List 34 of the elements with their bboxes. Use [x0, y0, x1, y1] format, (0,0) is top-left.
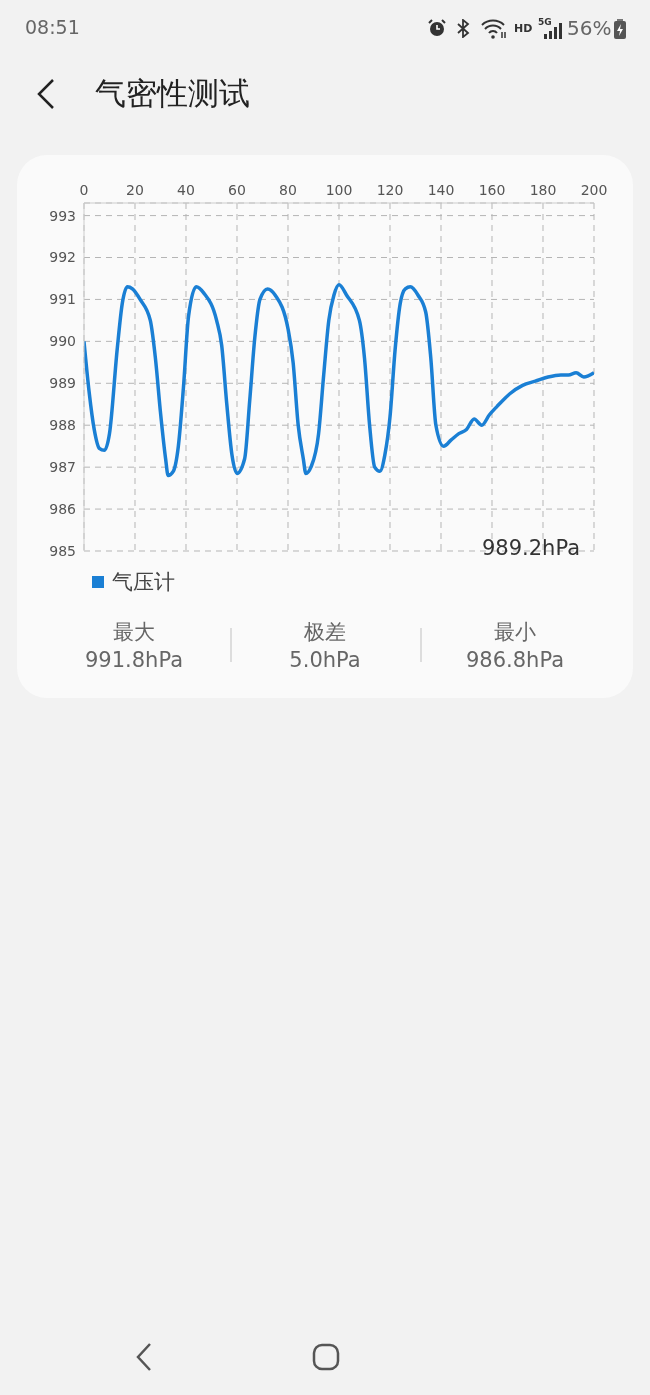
legend-label: 气压计: [112, 569, 175, 596]
line-series: [84, 283, 594, 478]
y-tick-label: 988: [49, 417, 76, 434]
x-tick-label: 160: [478, 182, 506, 198]
x-tick-label: 20: [126, 182, 144, 198]
annotation: 989.2hPa: [482, 536, 581, 560]
text: 5.0hPa: [289, 648, 361, 672]
x-tick-label: 180: [529, 182, 557, 198]
x-tick-label: 120: [376, 182, 404, 198]
y-tick-label: 990: [49, 333, 76, 350]
text: 986.8hPa: [465, 648, 565, 672]
text: 991.8hPa: [84, 648, 184, 672]
text: 56%: [567, 16, 612, 40]
x-tick-label: 200: [580, 182, 608, 198]
text: 5G: [538, 17, 552, 27]
text: 极差: [304, 619, 346, 646]
x-tick-label: 40: [177, 182, 195, 198]
x-tick-label: 100: [325, 182, 353, 198]
x-tick-label: 0: [79, 182, 89, 198]
x-tick-label: 60: [228, 182, 246, 198]
chart-title: 气密性测试: [95, 74, 250, 113]
y-tick-label: 991: [49, 291, 76, 308]
text: HD: [514, 22, 533, 35]
text: 最大: [113, 619, 155, 646]
y-tick-label: 987: [49, 459, 76, 476]
y-tick-label: 993: [49, 207, 76, 224]
x-tick-label: 140: [427, 182, 455, 198]
y-tick-label: 989: [49, 375, 76, 392]
text: 最小: [494, 619, 536, 646]
x-tick-label: 80: [279, 182, 297, 198]
y-tick-label: 986: [49, 501, 77, 518]
y-tick-label: 992: [49, 249, 76, 266]
text: 08:51: [25, 16, 80, 38]
y-tick-label: 985: [49, 542, 76, 559]
